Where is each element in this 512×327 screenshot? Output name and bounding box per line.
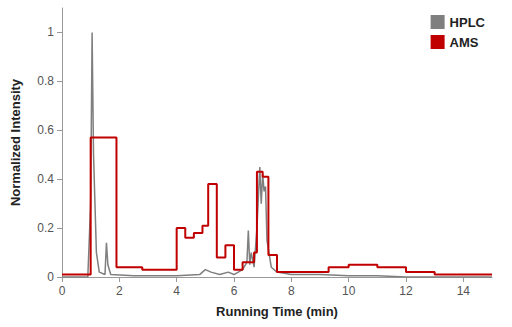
svg-text:14: 14 <box>457 284 471 298</box>
svg-text:0.4: 0.4 <box>37 172 54 186</box>
svg-text:Normalized Intensity: Normalized Intensity <box>8 78 23 206</box>
svg-text:4: 4 <box>173 284 180 298</box>
svg-text:0: 0 <box>47 270 54 284</box>
svg-text:6: 6 <box>231 284 238 298</box>
svg-text:2: 2 <box>116 284 123 298</box>
svg-text:0.6: 0.6 <box>37 123 54 137</box>
svg-text:0.8: 0.8 <box>37 74 54 88</box>
svg-text:0: 0 <box>59 284 66 298</box>
svg-text:AMS: AMS <box>450 35 479 50</box>
svg-text:0.2: 0.2 <box>37 221 54 235</box>
svg-text:12: 12 <box>399 284 413 298</box>
svg-text:10: 10 <box>342 284 356 298</box>
svg-text:HPLC: HPLC <box>450 15 486 30</box>
svg-text:8: 8 <box>288 284 295 298</box>
svg-text:Running Time (min): Running Time (min) <box>216 304 338 319</box>
svg-text:1: 1 <box>47 25 54 39</box>
